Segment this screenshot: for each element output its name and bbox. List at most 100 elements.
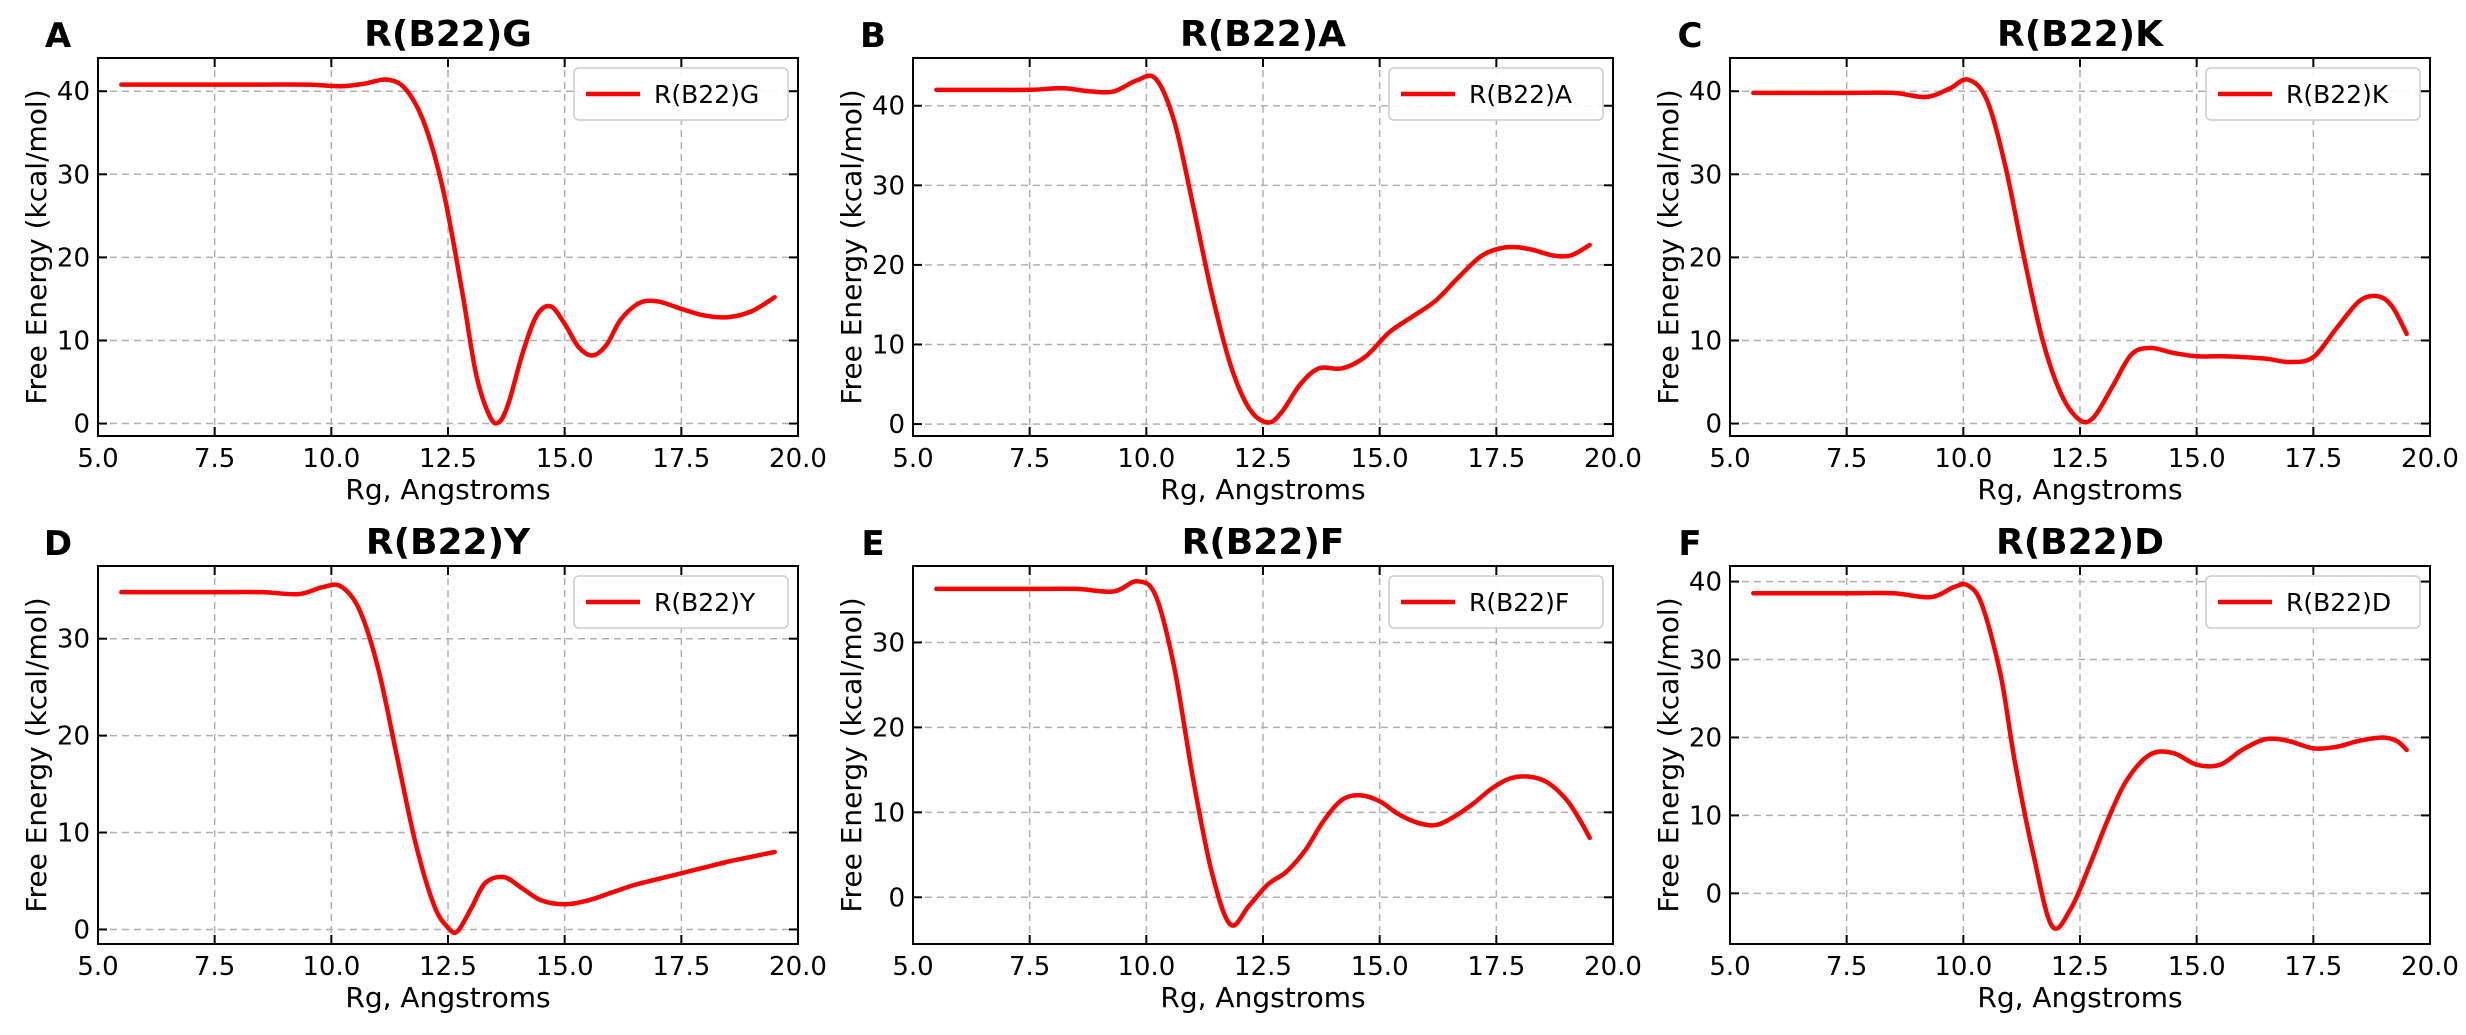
y-tick-label: 40 — [57, 77, 90, 107]
x-tick-label: 10.0 — [1934, 952, 1992, 982]
x-tick-label: 15.0 — [536, 952, 594, 982]
chart-panel-b: 5.0 7.5 10.0 12.5 15.0 17.5 20.0 0 10 20 30 40 Rg, A… — [835, 14, 1642, 506]
y-tick-label: 40 — [1689, 568, 1722, 598]
series-line-R(B22)D — [1751, 581, 2409, 931]
x-tick-label: 15.0 — [1351, 952, 1409, 982]
chart-title: R(B22)D — [1996, 522, 2164, 563]
legend-entry: R(B22)D — [2286, 588, 2391, 617]
x-tick-label: 7.5 — [1009, 952, 1050, 982]
y-tick-label: 10 — [1689, 801, 1722, 831]
y-tick-label: 10 — [872, 798, 905, 828]
series-line-R(B22)K — [1751, 77, 2409, 425]
y-tick-label: 30 — [57, 160, 90, 190]
y-axis-label: Free Energy (kcal/mol) — [1652, 89, 1685, 404]
x-tick-label: 17.5 — [1467, 952, 1525, 982]
legend: R(B22)K — [2205, 67, 2421, 121]
x-tick-label: 5.0 — [892, 952, 933, 982]
panel-letter: E — [861, 524, 884, 564]
x-tick-label: 17.5 — [1467, 444, 1525, 474]
x-axis-label: Rg, Angstroms — [345, 473, 550, 506]
x-tick-label: 12.5 — [419, 952, 477, 982]
y-tick-label: 20 — [1689, 723, 1722, 753]
y-tick-label: 30 — [872, 628, 905, 658]
y-tick-label: 20 — [1689, 243, 1722, 273]
chart-title: R(B22)A — [1180, 14, 1346, 55]
panel-letter: D — [44, 524, 72, 564]
x-tick-label: 17.5 — [2284, 952, 2342, 982]
x-tick-label: 17.5 — [2284, 444, 2342, 474]
x-tick-label: 15.0 — [2168, 444, 2226, 474]
y-tick-label: 0 — [73, 915, 90, 945]
y-axis-label: Free Energy (kcal/mol) — [20, 597, 53, 912]
chart-panel-d: 5.0 7.5 10.0 12.5 15.0 17.5 20.0 0 10 20 30 Rg, Ang… — [20, 522, 827, 1014]
x-tick-label: 7.5 — [1826, 952, 1867, 982]
y-axis-label: Free Energy (kcal/mol) — [835, 597, 868, 912]
legend: R(B22)G — [573, 67, 789, 121]
x-tick-label: 12.5 — [419, 444, 477, 474]
y-tick-label: 20 — [57, 243, 90, 273]
x-axis-label: Rg, Angstroms — [1977, 473, 2182, 506]
x-tick-label: 20.0 — [769, 952, 827, 982]
x-tick-label: 15.0 — [1351, 444, 1409, 474]
x-tick-label: 20.0 — [2401, 444, 2459, 474]
y-tick-label: 30 — [872, 171, 905, 201]
chart-panel-c: 5.0 7.5 10.0 12.5 15.0 17.5 20.0 0 10 20 30 40 Rg, A… — [1652, 14, 2459, 506]
x-tick-label: 10.0 — [1934, 444, 1992, 474]
y-tick-label: 20 — [872, 713, 905, 743]
y-tick-label: 0 — [888, 883, 905, 913]
x-tick-label: 5.0 — [1709, 952, 1750, 982]
x-tick-label: 12.5 — [1234, 444, 1292, 474]
panel-letter: F — [1678, 524, 1701, 564]
x-tick-label: 15.0 — [2168, 952, 2226, 982]
x-tick-label: 7.5 — [1826, 444, 1867, 474]
legend-box — [1388, 575, 1604, 629]
chart-title: R(B22)F — [1182, 522, 1345, 563]
chart-panel-a: 5.0 7.5 10.0 12.5 15.0 17.5 20.0 0 10 20 30 40 Rg, A… — [20, 14, 827, 506]
x-tick-label: 12.5 — [2051, 444, 2109, 474]
x-tick-label: 10.0 — [302, 952, 360, 982]
panel-letter: B — [860, 16, 886, 56]
x-tick-label: 5.0 — [77, 952, 118, 982]
panel-letter: A — [45, 16, 72, 56]
legend-entry: R(B22)F — [1469, 588, 1569, 617]
x-axis-label: Rg, Angstroms — [1160, 473, 1365, 506]
x-tick-label: 20.0 — [769, 444, 827, 474]
chart-panel-e: 5.0 7.5 10.0 12.5 15.0 17.5 20.0 0 10 20 30 Rg, Ang… — [835, 522, 1642, 1014]
y-tick-label: 10 — [1689, 326, 1722, 356]
legend: R(B22)D — [2205, 575, 2421, 629]
legend-entry: R(B22)K — [2286, 80, 2389, 109]
panel-letter: C — [1678, 16, 1703, 56]
y-tick-label: 10 — [57, 326, 90, 356]
chart-title: R(B22)Y — [366, 522, 531, 563]
x-tick-label: 20.0 — [1584, 444, 1642, 474]
legend: R(B22)Y — [573, 575, 789, 629]
x-tick-label: 17.5 — [652, 952, 710, 982]
x-tick-label: 7.5 — [194, 444, 235, 474]
y-tick-label: 30 — [57, 625, 90, 655]
legend-box — [1388, 67, 1604, 121]
y-axis-label: Free Energy (kcal/mol) — [835, 89, 868, 404]
x-tick-label: 10.0 — [1117, 952, 1175, 982]
y-tick-label: 40 — [872, 92, 905, 122]
x-tick-label: 17.5 — [652, 444, 710, 474]
y-tick-label: 20 — [872, 251, 905, 281]
y-axis-label: Free Energy (kcal/mol) — [20, 89, 53, 404]
y-tick-label: 0 — [888, 410, 905, 440]
legend-entry: R(B22)G — [654, 80, 759, 109]
x-tick-label: 15.0 — [536, 444, 594, 474]
x-tick-label: 7.5 — [194, 952, 235, 982]
x-tick-label: 12.5 — [1234, 952, 1292, 982]
y-tick-label: 40 — [1689, 77, 1722, 107]
y-tick-label: 0 — [1705, 410, 1722, 440]
y-tick-label: 10 — [872, 330, 905, 360]
series-line-R(B22)Y — [119, 582, 777, 936]
y-tick-label: 30 — [1689, 160, 1722, 190]
legend: R(B22)F — [1388, 575, 1604, 629]
x-tick-label: 7.5 — [1009, 444, 1050, 474]
legend-entry: R(B22)A — [1469, 80, 1572, 109]
chart-panel-f: 5.0 7.5 10.0 12.5 15.0 17.5 20.0 0 10 20 30 40 Rg, A… — [1652, 522, 2459, 1014]
y-tick-label: 0 — [1705, 879, 1722, 909]
x-tick-label: 10.0 — [1117, 444, 1175, 474]
